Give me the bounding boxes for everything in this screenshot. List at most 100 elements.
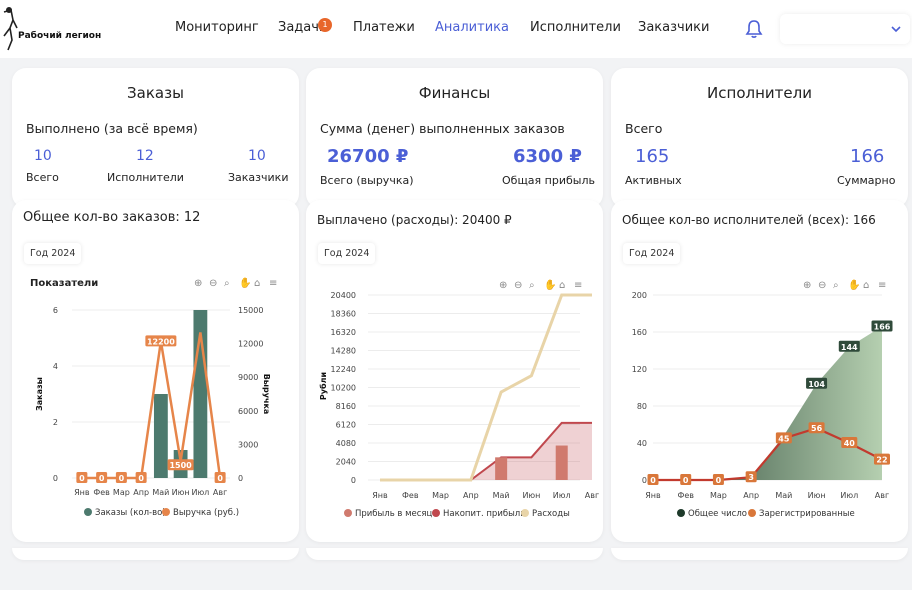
registered-data-label-bg: [874, 453, 890, 465]
executors-title: Исполнители: [707, 84, 812, 102]
home-icon[interactable]: ⌂: [254, 278, 260, 289]
bell-icon[interactable]: [744, 19, 764, 39]
y-tick-label: 6: [53, 306, 58, 315]
registered-data-label-bg: [775, 432, 792, 444]
x-tick-label: Июн: [172, 488, 190, 497]
nav-payments[interactable]: Платежи: [353, 20, 415, 35]
registered-data-label: 0: [683, 476, 689, 485]
monthly-profit-bar: [495, 457, 508, 480]
legend-label: Выручка (руб.): [173, 508, 239, 518]
zoom-in-icon[interactable]: ⊕: [499, 280, 507, 291]
x-tick-label: Авг: [213, 488, 227, 497]
zoom-select-icon[interactable]: ⌕: [529, 280, 535, 291]
logo-text: Рабочий легион: [18, 31, 102, 41]
pan-icon[interactable]: ✋: [544, 278, 556, 291]
orders-card-footer: [12, 548, 299, 560]
legend-label: Заказы (кол-во): [95, 508, 166, 518]
orders-total-value: 10: [34, 148, 52, 164]
y-tick-label: 4080: [336, 439, 356, 448]
home-icon[interactable]: ⌂: [863, 280, 869, 291]
legend-label: Общее число: [688, 509, 747, 519]
y2-tick-label: 15000: [238, 306, 263, 315]
legend-marker: [677, 509, 685, 517]
data-label-bg: [115, 472, 127, 483]
orders-executors-label: Исполнители: [107, 171, 184, 184]
pan-icon[interactable]: ✋: [848, 278, 860, 291]
y-tick-label: 0: [351, 476, 356, 485]
nav-tasks[interactable]: Задачи: [278, 20, 328, 35]
data-label-bg: [96, 472, 108, 483]
nav-monitoring[interactable]: Мониторинг: [175, 20, 259, 35]
orders-executors-value: 12: [136, 148, 154, 164]
nav-executors[interactable]: Исполнители: [530, 20, 621, 35]
y-axis-label: Рубли: [318, 372, 328, 400]
zoom-select-icon[interactable]: ⌕: [224, 278, 230, 289]
zoom-select-icon[interactable]: ⌕: [833, 280, 839, 291]
x-tick-label: Авг: [585, 491, 599, 500]
x-tick-label: Фев: [677, 491, 694, 500]
monthly-profit-bar: [555, 445, 568, 480]
zoom-in-icon[interactable]: ⊕: [194, 278, 202, 289]
user-select[interactable]: [780, 14, 910, 44]
executors-year-button[interactable]: Год 2024: [623, 243, 681, 264]
data-label-bg: [214, 472, 226, 483]
orders-chart: Показатели ⊕ ⊖ ⌕ ✋ ⌂ ≡ 0 2 4 6 0 3000 6000 9000 12000 15…: [30, 276, 277, 518]
pan-icon[interactable]: ✋: [239, 276, 251, 289]
logo-figure-icon: [3, 7, 18, 51]
menu-icon[interactable]: ≡: [269, 278, 277, 289]
y-tick-label: 80: [637, 402, 647, 411]
y-tick-label: 2040: [336, 458, 356, 467]
total-area: [653, 326, 882, 480]
registered-data-label-bg: [712, 474, 724, 485]
menu-icon[interactable]: ≡: [574, 280, 582, 291]
executors-chart: ⊕ ⊖ ⌕ ✋ ⌂ ≡ 0 40 80 120 160 200 Янв Фев Мар Апр Май Июн Ию…: [632, 278, 893, 519]
executors-total-label: Суммарно: [837, 174, 896, 187]
y2-tick-label: 6000: [238, 407, 258, 416]
nav-customers[interactable]: Заказчики: [638, 20, 710, 35]
accumulated-profit-area: [380, 422, 592, 480]
chart-title: Показатели: [30, 278, 98, 289]
x-tick-label: Апр: [743, 491, 759, 500]
home-icon[interactable]: ⌂: [559, 280, 565, 291]
registered-data-label: 0: [716, 476, 722, 485]
expenses-line: [380, 293, 592, 482]
x-tick-label: Июл: [191, 488, 209, 497]
finance-total-label: Всего (выручка): [320, 174, 414, 187]
registered-data-label-bg: [745, 471, 757, 483]
data-label: 1500: [169, 461, 192, 470]
orders-year-button[interactable]: Год 2024: [24, 243, 82, 264]
finance-card-footer: [306, 548, 603, 560]
executors-active-label: Активных: [625, 174, 682, 187]
x-tick-label: Фев: [402, 491, 419, 500]
data-label: 0: [99, 474, 105, 483]
x-tick-label: Янв: [372, 491, 388, 500]
y-tick-label: 8160: [336, 402, 356, 411]
x-tick-label: Мар: [113, 488, 130, 497]
finance-profit-label: Общая прибыль: [502, 174, 595, 187]
data-label-bg: [167, 459, 194, 471]
zoom-out-icon[interactable]: ⊖: [209, 278, 217, 289]
y-tick-label: 6120: [336, 421, 356, 430]
zoom-out-icon[interactable]: ⊖: [514, 280, 522, 291]
y-tick-label: 18360: [331, 310, 356, 319]
finance-title: Финансы: [418, 84, 491, 102]
data-label-bg: [135, 472, 147, 483]
top-header: Рабочий легион Мониторинг Задачи 1 Плате…: [0, 0, 912, 58]
x-tick-label: Апр: [463, 491, 479, 500]
zoom-out-icon[interactable]: ⊖: [818, 280, 826, 291]
registered-data-label-bg: [680, 474, 692, 485]
x-tick-label: Июн: [808, 491, 826, 500]
finance-year-button[interactable]: Год 2024: [318, 243, 376, 264]
data-label: 0: [119, 474, 125, 483]
registered-data-label: 56: [811, 424, 823, 433]
nav-analytics[interactable]: Аналитика: [435, 20, 509, 35]
finance-chart: ⊕ ⊖ ⌕ ✋ ⌂ ≡ 0 2040 4080 6120 8160 10200 12240 14280 16…: [318, 278, 599, 519]
logo[interactable]: Рабочий легион: [0, 6, 102, 52]
registered-data-label-bg: [647, 474, 659, 485]
menu-icon[interactable]: ≡: [878, 280, 886, 291]
x-tick-label: Мар: [432, 491, 449, 500]
total-data-label: 144: [841, 343, 858, 352]
legend-label: Зарегистрированные: [759, 509, 855, 519]
x-tick-label: Май: [775, 491, 792, 500]
zoom-in-icon[interactable]: ⊕: [803, 280, 811, 291]
